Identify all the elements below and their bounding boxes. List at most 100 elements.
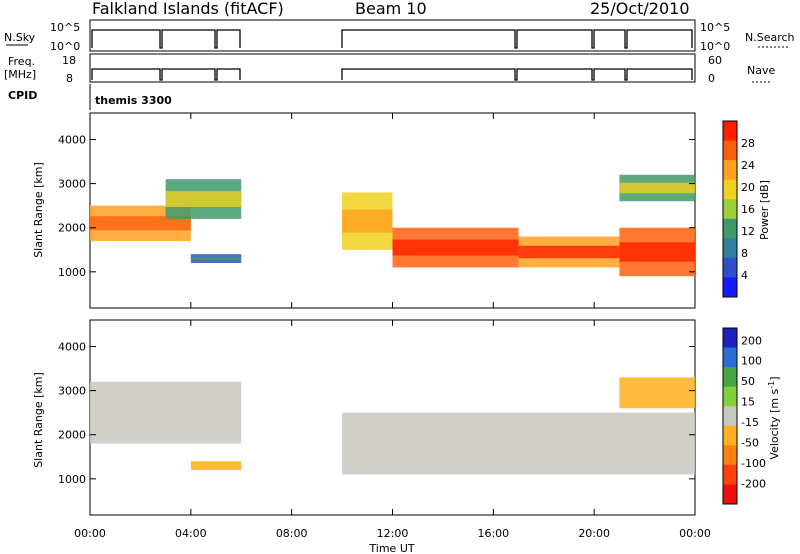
data-band-core: [90, 216, 191, 231]
station-title: Falkland Islands (fitACF): [92, 0, 284, 18]
velocity-colorbar-label: Velocity [m s-1]: [767, 376, 781, 459]
colorbar-tick-label: 20: [741, 181, 755, 194]
nave-tick-bottom: 0: [708, 72, 715, 85]
freq-frame: [89, 53, 696, 83]
x-tick-label: 12:00: [377, 527, 409, 540]
colorbar-tick-label: 15: [741, 396, 755, 409]
power-colorbar-label: Power [dB]: [758, 180, 771, 240]
nsky-tick-bottom: 10^0: [50, 40, 80, 53]
colorbar-tick-label: 12: [741, 225, 755, 238]
data-band-core: [619, 242, 695, 262]
time-axis-labels: 00:00 04:00 08:00 12:00 16:00 20:00 00:00: [74, 527, 711, 540]
data-band: [342, 412, 695, 475]
data-band-core: [190, 256, 242, 261]
data-band-core: [518, 245, 620, 259]
colorbar-tick-label: -50: [741, 437, 759, 450]
colorbar-segment: [723, 464, 737, 485]
velocity-y-ticks: 1000 2000 3000 4000: [58, 340, 695, 486]
power-data: [90, 174, 695, 277]
data-band-core: [619, 182, 695, 194]
nsky-trace-evening: [341, 29, 693, 49]
power-y-ticks: 1000 2000 3000 4000: [58, 133, 695, 279]
colorbar-tick-label: 28: [741, 137, 755, 150]
velocity-x-ticks: [89, 320, 696, 515]
colorbar-segment: [723, 121, 737, 142]
colorbar-tick-label: -200: [741, 478, 766, 491]
x-tick-label: 16:00: [477, 527, 509, 540]
freq-tick-bottom: 8: [66, 72, 73, 85]
colorbar-segment: [723, 257, 737, 278]
colorbar-segment: [723, 160, 737, 181]
data-band-core: [165, 191, 242, 207]
freq-strip: Freq. [MHz] 18 8 60 0 Nave: [4, 53, 775, 85]
power-ylabel: Slant Range [km]: [32, 162, 45, 258]
power-x-ticks: [89, 113, 696, 308]
nsky-trace-morning: [91, 29, 241, 49]
colorbar-tick-label: 100: [741, 355, 762, 368]
data-band-core: [342, 209, 393, 233]
colorbar-segment: [723, 199, 737, 220]
freq-trace-evening: [341, 68, 693, 81]
power-colorbar: 4 8 12 16 20 24 28: [722, 120, 755, 298]
x-tick-label: 00:00: [679, 527, 711, 540]
nsky-tick-top: 10^5: [50, 21, 80, 34]
nsearch-tick-top: 10^5: [700, 21, 730, 34]
y-tick-label: 4000: [58, 133, 86, 146]
velocity-ylabel: Slant Range [km]: [32, 372, 45, 468]
velocity-panel: 1000 2000 3000 4000 Slant Range [km] 200 100…: [32, 319, 781, 516]
freq-trace-morning: [91, 68, 241, 81]
beam-title: Beam 10: [355, 0, 427, 18]
y-tick-label: 4000: [58, 340, 86, 353]
y-tick-label: 3000: [58, 385, 86, 398]
nsearch-tick-bottom: 10^0: [700, 40, 730, 53]
colorbar-tick-label: 16: [741, 203, 755, 216]
colorbar-tick-label: 24: [741, 159, 755, 172]
cpid-label: CPID: [8, 89, 37, 102]
x-tick-label: 08:00: [276, 527, 308, 540]
colorbar-segment: [723, 328, 737, 349]
colorbar-segment: [723, 425, 737, 446]
x-axis-title: Time UT: [368, 542, 414, 554]
colorbar-segment: [723, 238, 737, 259]
date-title: 25/Oct/2010: [590, 0, 690, 18]
velocity-data: [90, 377, 695, 475]
freq-tick-top: 18: [62, 54, 76, 67]
colorbar-tick-label: -100: [741, 457, 766, 470]
colorbar-segment: [723, 445, 737, 466]
nsky-strip: N.Sky 10^5 10^0 10^5 10^0 N.Search: [4, 19, 795, 53]
x-tick-label: 20:00: [578, 527, 610, 540]
nave-label: Nave: [747, 64, 775, 77]
colorbar-segment: [723, 484, 737, 505]
cpid-value: themis 3300: [95, 94, 172, 107]
y-tick-label: 1000: [58, 473, 86, 486]
velocity-colorbar: 200 100 50 15 -15 -50 -100 -200: [722, 327, 766, 505]
freq-unit: [MHz]: [4, 68, 36, 81]
colorbar-frame: [722, 120, 738, 298]
colorbar-segment: [723, 218, 737, 239]
y-tick-label: 2000: [58, 429, 86, 442]
data-band-core: [392, 239, 519, 256]
colorbar-segment: [723, 277, 737, 298]
colorbar-frame: [722, 327, 738, 505]
colorbar-segment: [723, 386, 737, 407]
colorbar-segment: [723, 179, 737, 200]
data-band: [90, 381, 242, 444]
colorbar-segment: [723, 347, 737, 368]
y-tick-label: 1000: [58, 266, 86, 279]
y-tick-label: 2000: [58, 222, 86, 235]
nsearch-label: N.Search: [745, 31, 795, 44]
colorbar-segment: [723, 367, 737, 388]
colorbar-tick-label: 8: [741, 247, 748, 260]
power-panel: 1000 2000 3000 4000 Slant Range [km] 4 8 12 16…: [32, 112, 771, 309]
data-band: [619, 377, 695, 409]
freq-label: Freq.: [8, 55, 35, 68]
colorbar-tick-label: -15: [741, 416, 759, 429]
colorbar-tick-label: 4: [741, 269, 748, 282]
y-tick-label: 3000: [58, 178, 86, 191]
colorbar-tick-label: 50: [741, 375, 755, 388]
nave-tick-top: 60: [708, 54, 722, 67]
x-tick-label: 00:00: [74, 527, 106, 540]
nsky-label: N.Sky: [4, 31, 36, 44]
colorbar-segment: [723, 406, 737, 427]
